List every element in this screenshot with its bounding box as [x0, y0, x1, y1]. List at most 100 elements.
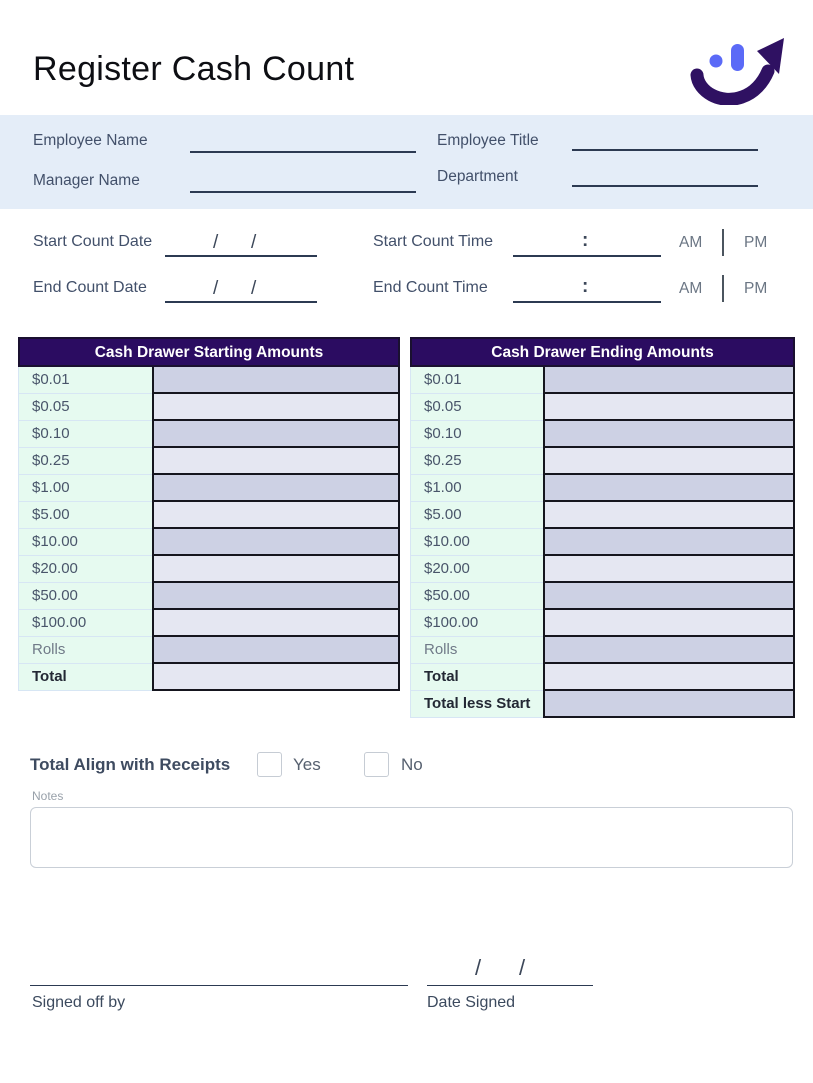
notes-label: Notes: [32, 789, 64, 803]
employee-title-field[interactable]: [572, 131, 758, 151]
amount-input-cell[interactable]: [152, 637, 400, 664]
smile-arrow-logo-icon: [690, 33, 790, 110]
table-row: $100.00: [18, 610, 400, 637]
table-row: Total less Start: [410, 691, 795, 718]
amount-input-cell[interactable]: [543, 502, 795, 529]
amount-input-cell[interactable]: [152, 556, 400, 583]
end-count-date-field[interactable]: / /: [165, 278, 317, 303]
table-row: $0.25: [410, 448, 795, 475]
table-row: $10.00: [18, 529, 400, 556]
denomination-label: $20.00: [410, 556, 543, 583]
table-row: Rolls: [18, 637, 400, 664]
time-separator: :: [582, 230, 589, 251]
table-row: Total: [410, 664, 795, 691]
yes-checkbox-label: Yes: [293, 755, 321, 774]
end-count-date-label: End Count Date: [33, 279, 147, 296]
table-row: $0.25: [18, 448, 400, 475]
table-row: $50.00: [410, 583, 795, 610]
amount-input-cell[interactable]: [543, 691, 795, 718]
amount-input-cell[interactable]: [543, 664, 795, 691]
amount-input-cell[interactable]: [152, 367, 400, 394]
end-count-time-field[interactable]: :: [513, 276, 661, 303]
denomination-label: $20.00: [18, 556, 152, 583]
denomination-label: $0.01: [18, 367, 152, 394]
amount-input-cell[interactable]: [152, 664, 400, 691]
manager-name-label: Manager Name: [33, 172, 140, 189]
amount-input-cell[interactable]: [152, 394, 400, 421]
amount-input-cell[interactable]: [152, 502, 400, 529]
denomination-label: $5.00: [18, 502, 152, 529]
signed-off-by-field[interactable]: [30, 960, 408, 986]
table-row: $1.00: [410, 475, 795, 502]
amount-input-cell[interactable]: [152, 448, 400, 475]
employee-name-field[interactable]: [190, 133, 416, 153]
amount-input-cell[interactable]: [152, 475, 400, 502]
table-row: Total: [18, 664, 400, 691]
amount-input-cell[interactable]: [543, 610, 795, 637]
department-label: Department: [437, 168, 518, 185]
notes-textarea[interactable]: [30, 807, 793, 868]
amount-input-cell[interactable]: [152, 583, 400, 610]
table-row: $10.00: [410, 529, 795, 556]
start-pm-option[interactable]: PM: [744, 234, 768, 251]
denomination-label: $100.00: [18, 610, 152, 637]
table-row: $100.00: [410, 610, 795, 637]
amount-input-cell[interactable]: [543, 637, 795, 664]
denomination-label: $1.00: [18, 475, 152, 502]
denomination-label: $5.00: [410, 502, 543, 529]
amount-input-cell[interactable]: [543, 394, 795, 421]
start-count-time-field[interactable]: :: [513, 230, 661, 257]
end-count-time-label: End Count Time: [373, 279, 488, 296]
date-separator: /: [519, 955, 526, 980]
no-checkbox[interactable]: [364, 752, 389, 777]
page-title: Register Cash Count: [33, 50, 355, 88]
table-row: $0.10: [18, 421, 400, 448]
amount-input-cell[interactable]: [543, 583, 795, 610]
start-count-date-field[interactable]: / /: [165, 232, 317, 257]
table-row: $20.00: [18, 556, 400, 583]
denomination-label: Rolls: [18, 637, 152, 664]
amount-input-cell[interactable]: [543, 556, 795, 583]
amount-input-cell[interactable]: [543, 421, 795, 448]
denomination-label: $0.05: [18, 394, 152, 421]
denomination-label: $0.05: [410, 394, 543, 421]
employee-title-label: Employee Title: [437, 132, 539, 149]
end-pm-option[interactable]: PM: [744, 280, 768, 297]
department-field[interactable]: [572, 167, 758, 187]
date-separator: /: [251, 278, 257, 299]
table-row: $0.05: [18, 394, 400, 421]
amount-input-cell[interactable]: [152, 529, 400, 556]
table-row: $0.01: [18, 367, 400, 394]
end-am-option[interactable]: AM: [679, 280, 703, 297]
date-signed-field[interactable]: / /: [427, 950, 593, 986]
start-count-date-label: Start Count Date: [33, 233, 153, 250]
amount-input-cell[interactable]: [543, 367, 795, 394]
table-header: Cash Drawer Ending Amounts: [410, 337, 795, 367]
table-row: $1.00: [18, 475, 400, 502]
denomination-label: Total less Start: [410, 691, 543, 718]
ending-amounts-table: Cash Drawer Ending Amounts $0.01 $0.05 $0.…: [410, 337, 795, 718]
table-row: $0.05: [410, 394, 795, 421]
denomination-label: $10.00: [410, 529, 543, 556]
date-signed-label: Date Signed: [427, 994, 516, 1011]
amount-input-cell[interactable]: [543, 448, 795, 475]
starting-amounts-table: Cash Drawer Starting Amounts $0.01 $0.05 $…: [18, 337, 400, 718]
denomination-label: $0.25: [18, 448, 152, 475]
amount-input-cell[interactable]: [543, 529, 795, 556]
amount-input-cell[interactable]: [152, 610, 400, 637]
date-separator: /: [251, 232, 257, 253]
amount-input-cell[interactable]: [152, 421, 400, 448]
yes-checkbox[interactable]: [257, 752, 282, 777]
start-am-option[interactable]: AM: [679, 234, 703, 251]
table-row: $5.00: [410, 502, 795, 529]
manager-name-field[interactable]: [190, 173, 416, 193]
denomination-label: $50.00: [18, 583, 152, 610]
denomination-label: Total: [410, 664, 543, 691]
date-separator: /: [213, 232, 219, 253]
time-separator: :: [582, 276, 589, 297]
amount-input-cell[interactable]: [543, 475, 795, 502]
denomination-label: $50.00: [410, 583, 543, 610]
denomination-label: $0.25: [410, 448, 543, 475]
table-row: $5.00: [18, 502, 400, 529]
